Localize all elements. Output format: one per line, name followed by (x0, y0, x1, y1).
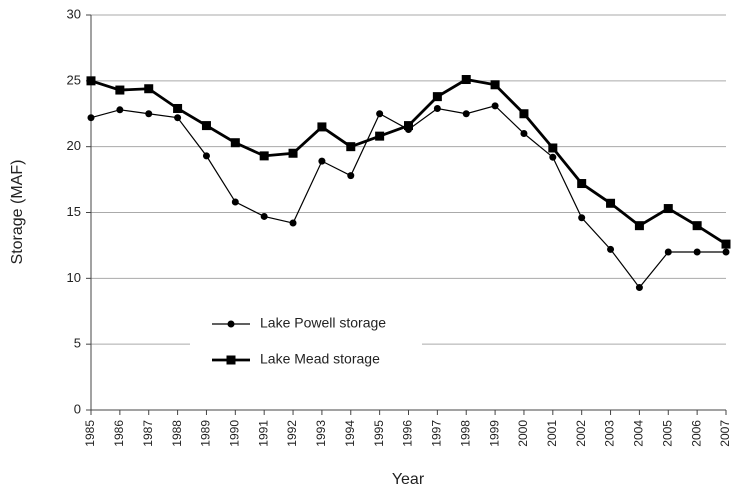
y-tick-label: 15 (67, 204, 81, 219)
y-tick-label: 25 (67, 72, 81, 87)
data-point (376, 110, 384, 118)
data-point (577, 179, 587, 189)
data-point (230, 138, 240, 148)
data-point (260, 212, 268, 220)
data-point (490, 80, 500, 90)
data-point (664, 248, 672, 256)
x-tick-label: 2005 (660, 420, 674, 447)
data-point (721, 239, 731, 249)
legend-marker (227, 320, 235, 328)
data-point (317, 122, 327, 132)
data-point (115, 85, 125, 95)
data-point (173, 103, 183, 113)
y-tick-label: 0 (74, 401, 81, 416)
x-tick-label: 1994 (343, 420, 357, 447)
data-point (318, 157, 326, 165)
x-tick-label: 2004 (632, 420, 646, 447)
x-tick-label: 2006 (689, 420, 703, 447)
data-point (231, 198, 239, 206)
data-point (145, 110, 153, 118)
x-tick-label: 2001 (545, 420, 559, 447)
data-point (549, 153, 557, 161)
data-point (259, 151, 269, 161)
data-point (520, 130, 528, 137)
series-line (90, 78, 727, 246)
legend-box (190, 308, 422, 380)
data-point (87, 114, 95, 122)
data-point (346, 142, 356, 152)
data-point (462, 110, 470, 118)
x-tick-label: 1996 (401, 420, 415, 447)
legend-label: Lake Powell storage (260, 315, 386, 331)
data-point (722, 248, 730, 256)
y-tick-label: 30 (67, 6, 81, 21)
data-point (201, 121, 211, 131)
data-point (578, 214, 586, 222)
x-tick-label: 1999 (487, 420, 501, 447)
data-point (144, 84, 154, 94)
data-point (607, 245, 615, 253)
data-point (693, 248, 701, 256)
x-tick-label: 1987 (141, 420, 155, 447)
data-point (663, 204, 673, 214)
x-tick-label: 1998 (458, 420, 472, 447)
x-tick-label: 1990 (227, 420, 241, 447)
x-tick-label: 1988 (170, 420, 184, 447)
data-point (116, 106, 124, 114)
legend-marker (226, 355, 236, 365)
data-point (289, 219, 297, 227)
series-line (90, 105, 726, 289)
data-point (433, 104, 441, 112)
x-axis-title: Year (392, 471, 425, 488)
y-axis-title: Storage (MAF) (9, 160, 26, 265)
data-point (548, 143, 558, 153)
y-tick-label: 20 (67, 138, 81, 153)
data-point (174, 114, 182, 122)
data-point (288, 148, 298, 158)
data-point (86, 76, 96, 86)
data-point (461, 75, 471, 85)
data-point (202, 152, 210, 160)
x-tick-label: 1991 (256, 420, 270, 447)
data-point (347, 172, 355, 180)
legend-label: Lake Mead storage (260, 351, 380, 367)
data-point (432, 92, 442, 102)
x-tick-label: 1985 (83, 420, 97, 447)
data-point (634, 221, 644, 231)
y-tick-label: 5 (74, 336, 81, 351)
data-point (635, 284, 643, 292)
x-tick-label: 1997 (430, 420, 444, 447)
x-tick-label: 2007 (718, 420, 731, 447)
data-point (606, 198, 616, 208)
x-tick-label: 2000 (516, 420, 530, 447)
x-tick-label: 1995 (372, 420, 386, 447)
x-tick-label: 1989 (199, 420, 213, 447)
x-tick-label: 1993 (314, 420, 328, 447)
data-point (375, 131, 385, 141)
x-tick-label: 2002 (574, 420, 588, 447)
data-point (404, 121, 413, 131)
x-tick-label: 1986 (112, 420, 126, 447)
x-tick-label: 1992 (285, 420, 299, 447)
data-point (519, 109, 529, 119)
x-tick-label: 2003 (603, 420, 617, 447)
data-point (692, 221, 702, 231)
y-tick-label: 10 (67, 270, 81, 285)
data-point (491, 102, 499, 110)
